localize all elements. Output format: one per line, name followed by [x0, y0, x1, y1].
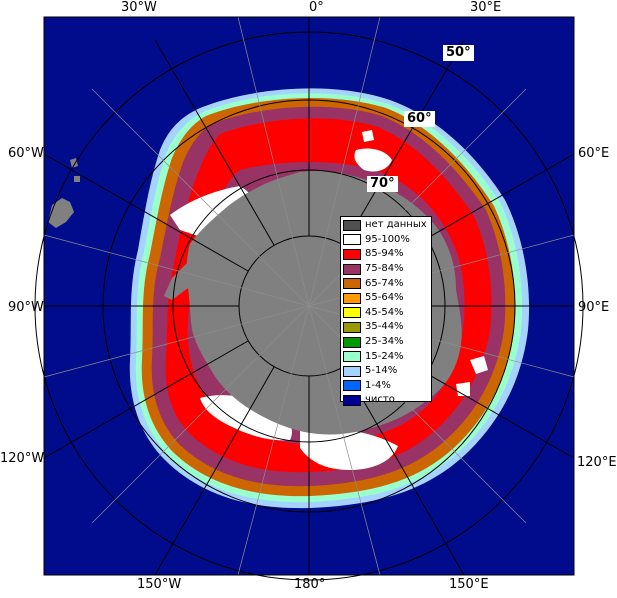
meridian-30e	[343, 39, 465, 246]
legend-item: 5-14%	[343, 364, 429, 379]
lat-label-50: 50°	[443, 45, 474, 61]
lat-label-60: 60°	[404, 111, 435, 127]
legend-swatch	[343, 336, 361, 348]
ice-patch-east-1	[354, 148, 392, 172]
legend-swatch	[343, 292, 361, 304]
legend-swatch	[343, 394, 361, 406]
lon-label-120w: 120°W	[0, 451, 45, 466]
legend-swatch	[343, 321, 361, 333]
legend-label: чисто	[365, 394, 395, 406]
lon-label-60w: 60°W	[8, 146, 44, 161]
legend-item: 95-100%	[343, 233, 429, 248]
legend-label: 85-94%	[365, 248, 404, 260]
meridian-minor-165e	[308, 305, 381, 576]
legend-label: 25-34%	[365, 336, 404, 348]
lon-label-90e: 90°E	[578, 300, 610, 315]
meridian-minor-15e	[308, 16, 381, 307]
meridian-minor-165w	[237, 305, 310, 576]
meridian-150w	[154, 366, 275, 576]
antarctic-peninsula-islands	[70, 158, 80, 182]
legend-item: 15-24%	[343, 349, 429, 364]
legend-swatch	[343, 307, 361, 319]
legend-swatch	[343, 234, 361, 246]
legend-item: нет данных	[343, 218, 429, 233]
legend-item: 85-94%	[343, 247, 429, 262]
legend-label: 65-74%	[365, 277, 404, 289]
lon-label-60e: 60°E	[578, 146, 610, 161]
lon-label-180: 180°	[294, 577, 326, 592]
legend-label: 35-44%	[365, 321, 404, 333]
legend-item: 45-54%	[343, 306, 429, 321]
map-border	[43, 16, 575, 576]
meridian-minor-105w	[43, 305, 310, 378]
legend-swatch	[343, 219, 361, 231]
ice-patch-ross	[300, 428, 398, 470]
legend-item: 35-44%	[343, 320, 429, 335]
meridian-30w	[154, 39, 275, 246]
legend-swatch	[343, 263, 361, 275]
legend: нет данных 95-100% 85-94% 75-84% 65-74% 55-64…	[340, 216, 432, 406]
legend-label: 75-84%	[365, 263, 404, 275]
meridian-120w	[43, 340, 249, 459]
legend-label: 55-64%	[365, 292, 404, 304]
legend-item: чисто	[343, 393, 429, 408]
lon-label-30w: 30°W	[121, 0, 157, 15]
legend-swatch	[343, 248, 361, 260]
legend-label: 1-4%	[365, 379, 391, 391]
meridian-60w	[43, 153, 249, 272]
legend-item: 75-84%	[343, 262, 429, 277]
lon-label-150e: 150°E	[449, 577, 489, 592]
meridian-minor-135w	[91, 305, 310, 524]
lon-label-0: 0°	[309, 0, 324, 15]
legend-swatch	[343, 351, 361, 363]
legend-item: 25-34%	[343, 335, 429, 350]
legend-swatch	[343, 365, 361, 377]
legend-label: 15-24%	[365, 350, 404, 362]
lon-label-120e: 120°E	[577, 455, 617, 470]
legend-label: 5-14%	[365, 365, 398, 377]
lon-label-30e: 30°E	[470, 0, 502, 15]
legend-label: нет данных	[365, 219, 427, 231]
meridian-minor-75w	[43, 234, 310, 307]
ice-patch-east-2	[362, 130, 374, 142]
lon-label-150w: 150°W	[137, 577, 182, 592]
lon-label-90w: 90°W	[8, 300, 44, 315]
legend-label: 95-100%	[365, 233, 410, 245]
legend-item: 55-64%	[343, 291, 429, 306]
legend-item: 1-4%	[343, 379, 429, 394]
legend-swatch	[343, 278, 361, 290]
ice-patch-east-3	[470, 356, 488, 374]
legend-label: 45-54%	[365, 306, 404, 318]
meridian-minor-15w	[237, 16, 310, 307]
meridian-minor-45w	[91, 88, 310, 307]
minor-graticule	[43, 16, 575, 576]
lat-label-70: 70°	[367, 176, 398, 192]
legend-item: 65-74%	[343, 276, 429, 291]
legend-swatch	[343, 380, 361, 392]
